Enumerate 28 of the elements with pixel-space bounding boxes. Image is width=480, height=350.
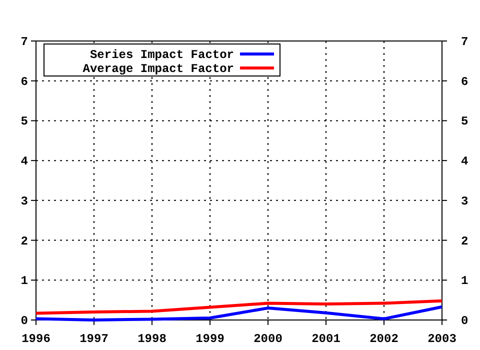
y-tick-label: 3: [20, 194, 28, 208]
y2-tick-label: 6: [461, 74, 468, 89]
y-tick-label: 2: [20, 234, 28, 248]
legend-label: Series Impact Factor: [90, 48, 234, 62]
y-tick-label: 0: [20, 314, 28, 328]
x-tick-label: 2002: [370, 332, 398, 346]
y2-tick-label: 5: [461, 114, 468, 129]
y2-tick-label: 0: [461, 314, 468, 328]
x-tick-label: 1996: [22, 332, 50, 346]
y-tick-label: 4: [20, 154, 28, 169]
x-tick-label: 1997: [80, 332, 108, 346]
y2-tick-label: 3: [461, 194, 468, 208]
y2-tick-label: 1: [461, 274, 468, 288]
y-tick-label: 1: [20, 274, 28, 288]
y-tick-label: 7: [20, 35, 28, 49]
y2-tick-label: 2: [461, 234, 468, 248]
x-tick-label: 2001: [312, 332, 340, 346]
line-series: [34, 299, 444, 315]
x-tick-label: 2003: [428, 332, 456, 346]
x-tick-label: 1999: [196, 332, 224, 346]
y2-tick-label: 4: [461, 154, 468, 169]
y-tick-label: 5: [20, 114, 28, 129]
y2-tick-label: 7: [461, 35, 468, 49]
x-tick-label: 1998: [138, 332, 166, 346]
y-tick-label: 6: [20, 74, 28, 89]
legend-label: Average Impact Factor: [82, 62, 234, 76]
x-tick-label: 2000: [254, 332, 282, 346]
line-series: [34, 305, 444, 322]
